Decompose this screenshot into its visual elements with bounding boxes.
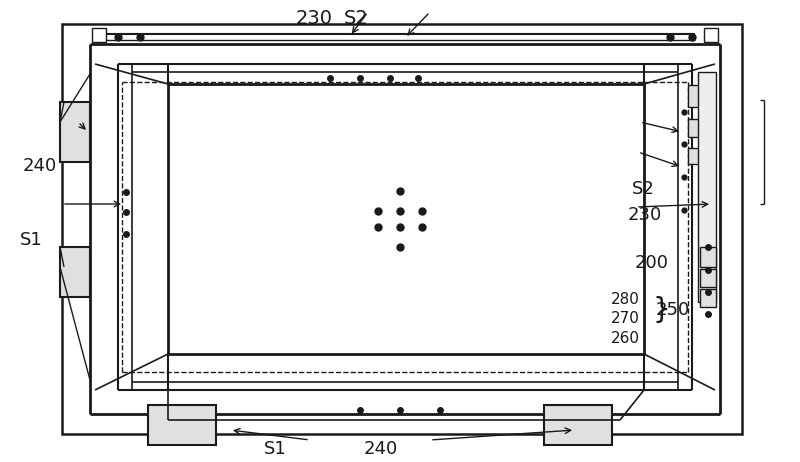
Text: S1: S1 <box>264 440 286 458</box>
Bar <box>700 289 716 307</box>
Bar <box>688 119 702 137</box>
Text: 260: 260 <box>611 331 640 346</box>
Bar <box>60 247 90 297</box>
Bar <box>700 247 716 267</box>
Text: 230: 230 <box>628 206 662 224</box>
Bar <box>700 269 716 287</box>
Text: S1: S1 <box>20 231 42 249</box>
Text: 270: 270 <box>611 311 640 326</box>
Bar <box>544 405 612 445</box>
Text: 280: 280 <box>611 292 640 307</box>
Text: 230: 230 <box>296 9 333 28</box>
Bar <box>92 28 106 42</box>
Bar <box>168 84 644 354</box>
Bar <box>698 72 716 302</box>
Bar <box>688 148 702 164</box>
Bar <box>62 24 742 434</box>
Text: 240: 240 <box>364 440 398 458</box>
Bar <box>704 28 718 42</box>
Text: S2: S2 <box>632 181 655 198</box>
Text: S2: S2 <box>344 9 369 28</box>
Text: 250: 250 <box>656 301 690 318</box>
Bar <box>90 44 720 84</box>
Bar <box>688 85 706 107</box>
Bar <box>60 102 90 162</box>
Bar <box>148 405 216 445</box>
Text: }: } <box>653 297 670 324</box>
Text: 240: 240 <box>22 158 57 175</box>
Text: 200: 200 <box>634 255 669 272</box>
